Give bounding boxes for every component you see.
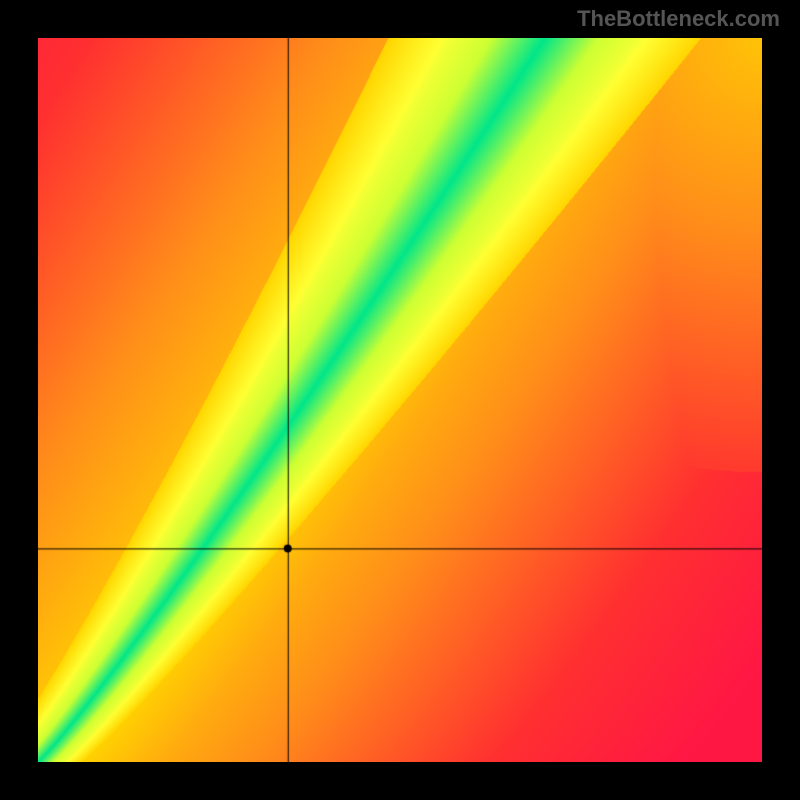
chart-container: TheBottleneck.com <box>0 0 800 800</box>
heatmap-canvas <box>38 38 762 762</box>
watermark-text: TheBottleneck.com <box>577 6 780 32</box>
heatmap-plot <box>38 38 762 762</box>
